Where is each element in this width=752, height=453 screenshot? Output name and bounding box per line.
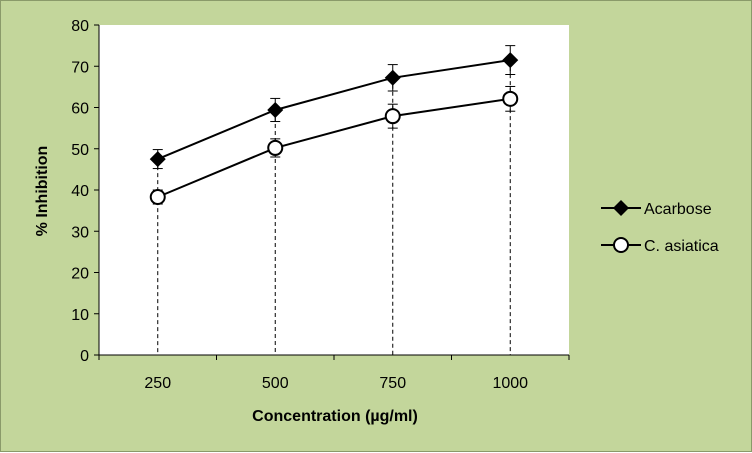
y-tick-label: 40 xyxy=(71,183,89,200)
x-tick-label: 750 xyxy=(379,375,406,392)
x-axis-label: Concentration (µg/ml) xyxy=(252,408,418,425)
x-tick-label: 500 xyxy=(262,375,289,392)
series-line-0 xyxy=(157,59,511,160)
legend-label: Acarbose xyxy=(644,201,712,218)
series-line-1 xyxy=(157,97,511,198)
data-point xyxy=(267,139,284,156)
plot-area xyxy=(99,25,569,355)
data-point xyxy=(384,108,401,125)
y-tick-label: 10 xyxy=(71,307,89,324)
legend-marker xyxy=(613,237,629,253)
legend-marker xyxy=(613,200,629,216)
y-tick-label: 20 xyxy=(71,266,89,283)
y-tick-label: 0 xyxy=(80,348,89,365)
data-point xyxy=(384,69,401,86)
y-tick-label: 30 xyxy=(71,224,89,241)
y-tick-label: 60 xyxy=(71,101,89,118)
data-point xyxy=(502,52,519,69)
x-tick-label: 250 xyxy=(144,375,171,392)
data-point xyxy=(267,101,284,118)
y-tick-label: 70 xyxy=(71,59,89,76)
y-tick-label: 50 xyxy=(71,142,89,159)
x-tick-label: 1000 xyxy=(492,375,528,392)
y-axis-label: % Inhibition xyxy=(34,146,51,237)
data-point xyxy=(149,189,166,206)
data-point xyxy=(502,90,519,107)
y-tick-label: 80 xyxy=(71,18,89,35)
legend-label: C. asiatica xyxy=(644,238,719,255)
data-point xyxy=(149,151,166,168)
